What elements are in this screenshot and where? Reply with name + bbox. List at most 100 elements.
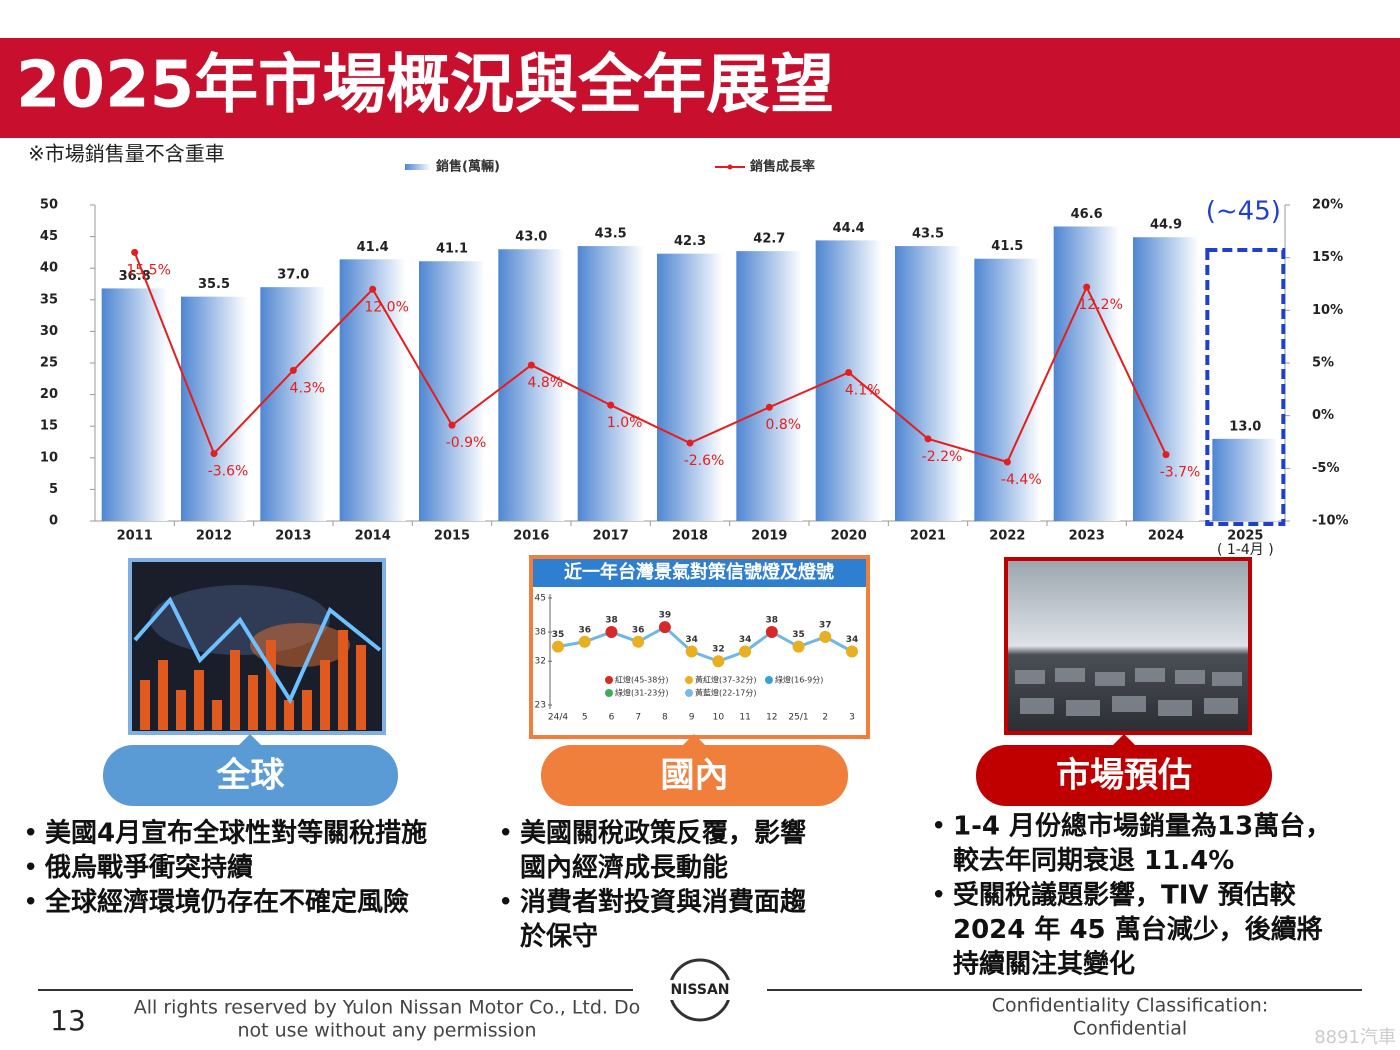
bullet: • [931,881,946,911]
pill-label: 市場預估 [1056,756,1192,796]
growth-label: 4.8% [528,375,564,391]
bar-value-label: 46.6 [1071,207,1103,222]
inset-x-label: 25/1 [788,713,808,723]
bar-value-label: 42.7 [753,232,785,247]
bullet-text: 較去年同期衰退 11.4% [953,845,1234,876]
bullet-text: 2024 年 45 萬台減少，後續將 [953,914,1323,945]
y-tick-label: 5 [49,482,58,497]
inset-legend-label: 紅燈(45-38分) [615,675,669,685]
growth-label: 1.0% [607,415,643,431]
inset-point [819,630,832,643]
bar [1053,226,1120,521]
inset-y-tick-label: 45 [535,594,546,604]
inset-point [739,645,752,658]
bullet-text: 俄烏戰爭衝突持續 [44,852,253,883]
bullet: • [23,853,38,883]
y2-tick-label: -10% [1312,514,1349,529]
chart-note: ※市場銷售量不含重車 [28,142,225,166]
pill-label: 國內 [661,756,729,796]
growth-label: -3.7% [1160,465,1201,481]
bar-value-label: 43.5 [912,227,944,242]
growth-point [1003,458,1011,466]
pill [976,745,1272,806]
inset-x-label: 12 [766,713,777,723]
growth-point [527,361,535,369]
inset-value-label: 32 [712,645,725,655]
logo: NISSAN [670,982,729,998]
inset-point [605,626,618,639]
inset-value-label: 34 [739,635,752,645]
global-image [128,558,386,735]
pill-pointer [1112,734,1136,746]
bar-value-label: 44.4 [833,221,865,236]
x-tick-label: 2019 [751,529,787,544]
pill [541,745,848,806]
inset-value-label: 37 [819,620,832,630]
bar-value-label: 41.1 [436,242,468,257]
growth-point [686,439,694,447]
inset-value-label: 36 [632,625,645,635]
growth-point [131,248,139,256]
growth-line [133,252,1167,464]
inset-x-label: 11 [739,713,750,723]
y-tick-label: 10 [40,450,58,465]
bar [419,261,485,521]
pill-label: 全球 [216,756,286,796]
bar-value-label: 41.5 [991,239,1023,254]
bar [815,240,882,521]
inset-point [685,645,698,658]
pill-pointer [682,734,706,746]
bullet-text: 於保守 [520,921,598,952]
bar [577,246,644,521]
x-tick-label: 2020 [831,529,867,544]
inset-legend-label: 黃藍燈(22-17分) [695,688,757,698]
growth-label: 0.8% [766,417,802,433]
inset-legend-dot [765,676,773,684]
inset-legend-dot [605,689,613,697]
inset-legend-label: 黃紅燈(37-32分) [695,675,757,685]
growth-label: -4.4% [1001,472,1042,488]
y2-tick-label: -5% [1312,461,1339,476]
legend-label: 銷售成長率 [750,159,815,175]
bullet-text: 消費者對投資與消費面趨 [520,887,806,918]
bullet-text: 美國關稅政策反覆，影響 [520,818,806,849]
bar [895,246,961,521]
y-tick-label: 35 [40,292,58,307]
growth-label: 12.2% [1078,297,1122,313]
bullet-text: 全球經濟環境仍存在不確定風險 [44,887,409,918]
inset-legend-dot [685,676,693,684]
x-note: ( 1-4月 ) [1217,542,1274,558]
x-tick-label: 2016 [513,529,549,544]
growth-point [924,435,932,443]
pill-pointer [238,734,262,746]
inset-value-label: 34 [846,635,859,645]
bar-value-label: 41.4 [357,240,389,255]
inset-y-tick-label: 38 [535,628,547,638]
annotation: (~45) [1206,197,1281,227]
logo-band [660,980,740,1000]
inset-value-label: 35 [552,630,565,640]
inset-point [658,621,671,634]
bullet: • [498,888,513,918]
inset-point [792,640,805,653]
y-tick-label: 20 [40,387,58,402]
y2-tick-label: 0% [1312,408,1334,423]
y-tick-label: 0 [49,514,58,529]
bullet: • [498,819,513,849]
growth-label: -2.6% [684,453,725,469]
bullet: • [23,888,38,918]
growth-point [210,450,218,458]
inset-x-label: 24/4 [548,713,568,723]
inset-legend-label: 綠燈(16-9分) [775,675,823,685]
classification: Confidentiality Classification: [992,995,1268,1017]
inset-point [552,640,564,653]
x-tick-label: 2024 [1148,529,1184,544]
growth-label: -2.2% [922,449,963,465]
inset-point [765,626,778,639]
growth-point [448,421,456,429]
header-band [0,38,1400,138]
inset-point [632,635,645,648]
bullet-text: 美國4月宣布全球性對等關稅措施 [45,818,427,849]
bar [498,249,565,522]
bar [181,296,247,521]
